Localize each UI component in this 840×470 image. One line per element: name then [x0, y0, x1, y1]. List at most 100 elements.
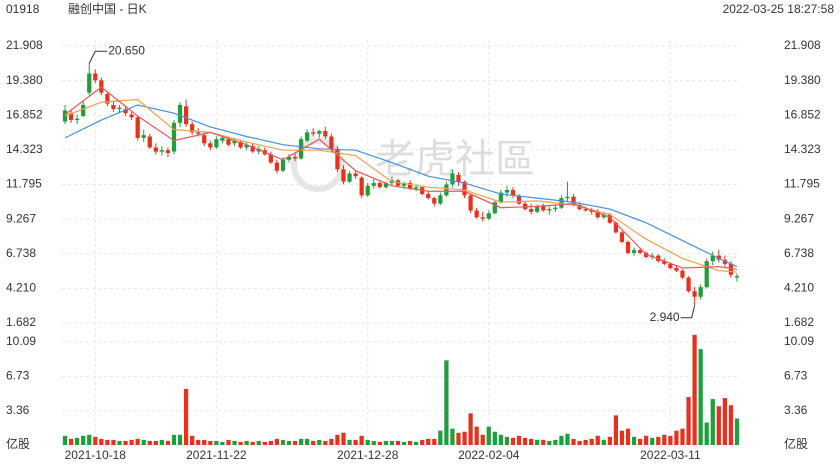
- volume-bar: [498, 434, 504, 445]
- candle-body: [238, 141, 243, 148]
- candle-body: [456, 174, 461, 182]
- volume-bar: [438, 430, 443, 445]
- volume-bar: [111, 439, 116, 445]
- candle-body: [462, 181, 467, 196]
- volume-bar: [329, 438, 334, 445]
- candle-body: [559, 198, 564, 208]
- volume-bar: [305, 438, 310, 445]
- candle-body: [644, 252, 649, 258]
- volume-bar: [171, 434, 177, 445]
- volume-bar: [395, 440, 401, 445]
- y-tick-label: 19.380: [6, 73, 43, 87]
- candle-body: [504, 189, 510, 193]
- volume-bar: [262, 441, 267, 445]
- candle-body: [147, 136, 152, 148]
- volume-bar: [401, 441, 407, 445]
- volume-bar: [637, 438, 643, 445]
- volume-bar: [214, 440, 219, 445]
- candle-body: [153, 147, 158, 152]
- candle-body: [553, 207, 558, 210]
- candle-body: [541, 206, 546, 211]
- candle-body: [305, 132, 310, 141]
- candle-body: [401, 183, 407, 186]
- y-tick-label-right: 1.682: [784, 315, 814, 329]
- volume-bar: [377, 441, 382, 445]
- volume-bar: [232, 440, 237, 445]
- candle-body: [280, 159, 286, 171]
- volume-bar: [492, 431, 497, 445]
- candle-body: [631, 250, 637, 253]
- volume-bar: [547, 440, 552, 445]
- candle-body: [625, 241, 631, 253]
- candle-body: [171, 122, 177, 152]
- candle-body: [728, 263, 734, 275]
- candle-body: [75, 118, 80, 121]
- candle-body: [135, 117, 140, 138]
- volume-bar: [704, 422, 709, 445]
- candle-body: [510, 189, 516, 196]
- volume-bar: [420, 439, 425, 445]
- volume-bar: [135, 438, 140, 445]
- candle-body: [87, 73, 92, 93]
- y-tick-label: 6.738: [6, 246, 36, 260]
- volume-bar: [468, 413, 473, 445]
- volume-bar: [722, 398, 727, 445]
- watermark: 老虎社區: [375, 138, 535, 182]
- volume-bar: [414, 441, 419, 445]
- candle-body: [183, 106, 189, 125]
- volume-bar: [716, 406, 721, 445]
- volume-bar: [583, 439, 588, 445]
- volume-bar: [238, 441, 243, 445]
- candle-body: [468, 195, 473, 211]
- x-tick-label: 2021-12-28: [337, 448, 399, 462]
- y-tick-label-right: 11.795: [784, 177, 820, 191]
- candle-body: [383, 183, 388, 188]
- candle-body: [565, 196, 570, 199]
- volume-bar: [347, 439, 352, 445]
- volume-bar: [341, 432, 346, 445]
- y-tick-label: 16.852: [6, 107, 43, 121]
- x-tick-label: 2022-03-11: [640, 448, 701, 462]
- volume-bar: [407, 440, 413, 445]
- candle-body: [668, 263, 673, 268]
- candle-body: [529, 209, 534, 212]
- candle-body: [323, 131, 328, 137]
- volume-bar: [280, 439, 286, 445]
- volume-bar: [734, 418, 740, 445]
- y-tick-label-right: 19.380: [784, 73, 821, 87]
- candle-body: [141, 135, 146, 138]
- volume-bar: [662, 434, 667, 445]
- candle-body: [274, 162, 280, 171]
- candle-body: [329, 136, 334, 149]
- volume-bar: [105, 439, 110, 445]
- candle-body: [450, 173, 455, 185]
- y-tick-label-right: 14.323: [784, 142, 821, 156]
- volume-bar: [728, 405, 734, 445]
- candle-body: [583, 209, 588, 211]
- volume-bar: [62, 435, 68, 445]
- volume-bar: [250, 441, 255, 445]
- stock-code: 01918: [6, 2, 40, 16]
- candle-body: [438, 195, 443, 204]
- candle-body: [595, 211, 600, 218]
- volume-bar: [323, 440, 328, 445]
- candle-body: [292, 157, 298, 159]
- candle-body: [359, 177, 364, 196]
- volume-tick-label: 亿股: [6, 436, 30, 451]
- volume-bar: [129, 439, 134, 445]
- volume-bar: [601, 439, 606, 445]
- moving-average: [64, 104, 738, 268]
- volume-bar: [81, 435, 86, 445]
- y-tick-label: 11.795: [6, 177, 42, 191]
- volume-bar: [220, 441, 225, 445]
- candle-body: [196, 132, 201, 134]
- candle-body: [486, 213, 491, 219]
- candle-body: [686, 277, 691, 292]
- timestamp: 2022-03-25 18:27:58: [723, 2, 835, 16]
- volume-bar: [541, 439, 546, 445]
- volume-bar: [595, 435, 600, 445]
- volume-bar: [529, 438, 534, 445]
- volume-bar: [87, 434, 92, 445]
- candle-body: [674, 267, 679, 271]
- high-annotation: 20.650: [108, 43, 145, 57]
